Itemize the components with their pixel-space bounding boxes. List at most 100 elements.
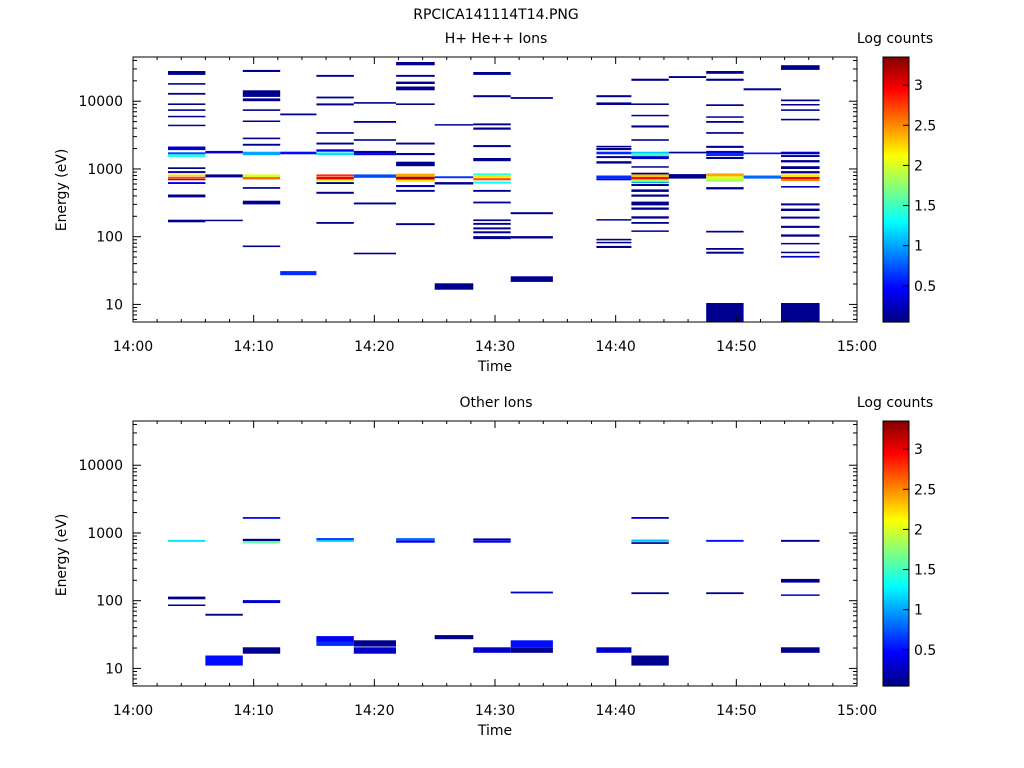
heatmap-cell [242, 120, 281, 122]
colorbar-swatch [883, 143, 909, 146]
heatmap-cell [473, 540, 511, 543]
colorbar-tick-label: 2 [914, 522, 923, 538]
colorbar-swatch [883, 607, 909, 611]
heatmap-cell [242, 137, 281, 140]
heatmap-cell [353, 121, 396, 123]
x-tick-label: 15:00 [837, 339, 877, 355]
heatmap-cell [434, 283, 474, 290]
colorbar-label: Log counts [857, 395, 933, 411]
heatmap-cell [396, 153, 435, 156]
heatmap-cell [706, 592, 744, 595]
colorbar-swatch [883, 77, 909, 80]
colorbar-swatch [883, 507, 909, 510]
heatmap-cell [706, 539, 744, 542]
colorbar-swatch [883, 569, 909, 573]
heatmap-cell [596, 178, 632, 181]
colorbar-swatch [883, 165, 909, 169]
heatmap-cell [242, 98, 281, 102]
colorbar-swatch [883, 585, 909, 589]
colorbar-swatch [883, 453, 909, 456]
colorbar-swatch [883, 69, 909, 72]
heatmap-cell [396, 189, 435, 192]
colorbar-swatch [883, 667, 909, 671]
colorbar-swatch [883, 505, 909, 508]
heatmap-cell [706, 153, 744, 157]
colorbar-swatch [883, 623, 909, 627]
colorbar: 0.5 1 1.5 2 2.5 3 [882, 420, 936, 687]
heatmap-cell [596, 145, 632, 148]
colorbar-swatch [883, 89, 909, 92]
heatmap-cell [353, 174, 396, 178]
colorbar-swatch [883, 563, 909, 567]
colorbar-swatch [883, 605, 909, 609]
heatmap-cell [473, 72, 511, 75]
heatmap-cell [242, 187, 281, 189]
colorbar-swatch [883, 587, 909, 591]
colorbar-swatch [883, 177, 909, 181]
colorbar-swatch [883, 511, 909, 514]
heatmap-cell [706, 179, 744, 182]
colorbar-swatch [883, 581, 909, 585]
heatmap-cell [781, 216, 820, 219]
heatmap-cell [353, 640, 396, 647]
heatmap-cell [781, 109, 820, 111]
colorbar-swatch [883, 555, 909, 559]
heatmap-cell [473, 145, 511, 148]
heatmap-cell [168, 146, 206, 151]
heatmap-cell [781, 171, 820, 174]
colorbar-swatch [883, 265, 909, 269]
colorbar-swatch [883, 121, 909, 124]
colorbar-swatch [883, 213, 909, 217]
heatmap-cell [706, 78, 744, 81]
colorbar-swatch [883, 457, 909, 460]
colorbar-swatch [883, 227, 909, 231]
colorbar-swatch [883, 619, 909, 623]
colorbar-swatch [883, 87, 909, 90]
heatmap-cell [781, 104, 820, 106]
heatmap-cell [473, 647, 511, 653]
heatmap-cell [473, 158, 511, 162]
heatmap-cell [631, 103, 669, 105]
colorbar-swatch [883, 307, 909, 311]
colorbar-swatch [883, 651, 909, 655]
heatmap-cell [631, 184, 669, 186]
colorbar-swatch [883, 673, 909, 677]
heatmap-cell [781, 186, 820, 188]
colorbar-frame [882, 56, 910, 323]
heatmap-cell [706, 303, 744, 322]
colorbar-swatch [883, 65, 909, 68]
colorbar-swatch [883, 445, 909, 448]
colorbar-swatch [883, 59, 909, 62]
x-tick-label: 15:00 [837, 703, 877, 719]
colorbar-swatch [883, 459, 909, 462]
y-tick-label: 100 [96, 230, 123, 246]
colorbar-swatch [883, 423, 909, 426]
heatmap-cell [168, 219, 206, 223]
colorbar-swatch [883, 309, 909, 313]
colorbar-swatch [883, 541, 909, 545]
colorbar-swatch [883, 289, 909, 293]
heatmap-cell [631, 114, 669, 117]
heatmap-cell [242, 245, 281, 248]
heatmap-cell [353, 150, 396, 154]
colorbar-swatch [883, 637, 909, 641]
colorbar-swatch [883, 515, 909, 518]
colorbar-swatch [883, 67, 909, 70]
colorbar-swatch [883, 519, 909, 522]
colorbar-swatch [883, 111, 909, 114]
colorbar-swatch [883, 627, 909, 631]
heatmap-cell [242, 174, 281, 177]
heatmap-cell [316, 538, 354, 540]
heatmap-cell [631, 539, 669, 542]
colorbar-swatch [883, 187, 909, 191]
heatmap-cell [473, 227, 511, 230]
x-axis: 14:00 14:10 14:20 14:30 14:40 14:50 15:00 [113, 57, 877, 355]
heatmap-cell [631, 177, 669, 180]
heatmap-cell [168, 167, 206, 169]
colorbar-swatch [883, 431, 909, 434]
colorbar-swatch [883, 535, 909, 539]
colorbar-swatch [883, 671, 909, 675]
colorbar-swatch [883, 647, 909, 651]
colorbar-swatch [883, 589, 909, 593]
colorbar-swatch [883, 617, 909, 621]
